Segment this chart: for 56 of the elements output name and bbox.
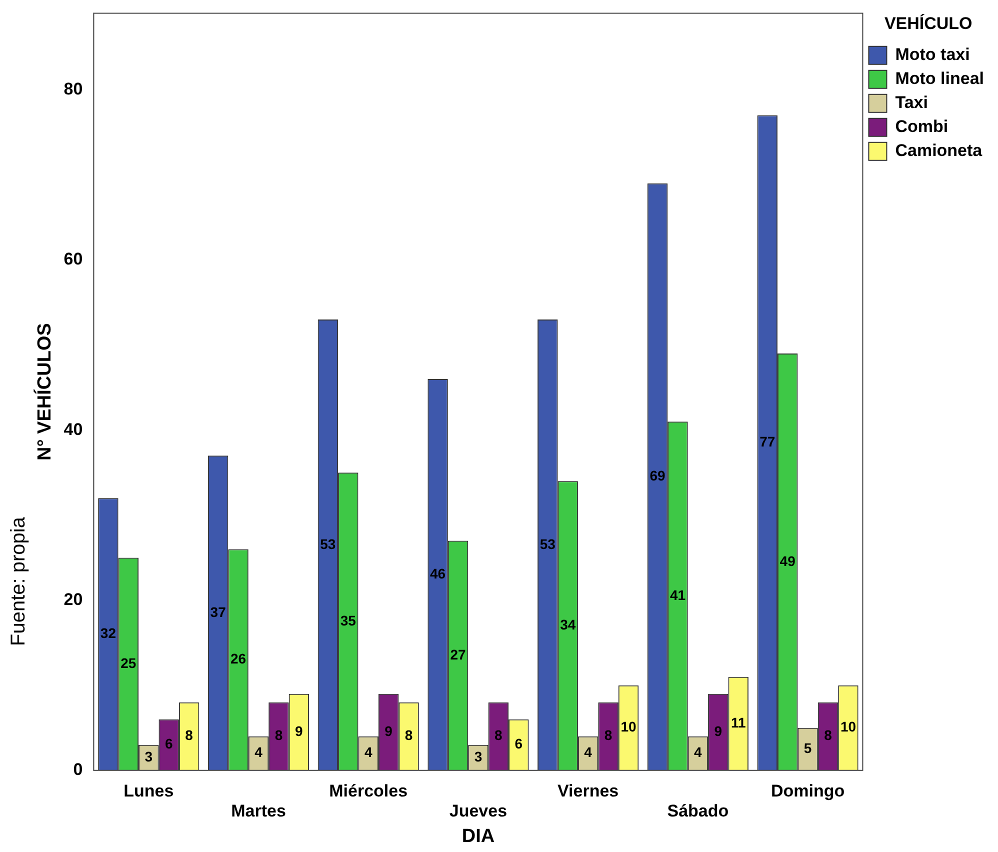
legend-label: Camioneta [895,141,983,160]
x-tick-label: Martes [231,802,286,821]
data-label: 4 [694,744,702,760]
data-label: 11 [730,714,746,730]
x-tick-label: Viernes [558,781,619,800]
legend-label: Combi [895,117,948,136]
data-label: 4 [364,744,372,760]
x-axis-title: DIA [462,826,495,847]
legend-title: VEHÍCULO [884,13,972,34]
data-label: 6 [514,736,523,752]
data-label: 8 [824,727,832,744]
data-label: 77 [760,434,776,450]
legend-label: Moto taxi [895,45,970,64]
y-tick-label: 0 [73,760,83,780]
data-label: 3 [474,748,482,764]
data-label: 8 [404,727,413,744]
data-label: 8 [274,727,283,744]
data-label: 46 [430,566,446,582]
data-label: 53 [540,536,556,552]
y-tick-label: 20 [64,590,83,609]
data-label: 69 [650,468,666,484]
data-label: 10 [620,718,636,735]
data-label: 37 [210,604,226,620]
data-label: 5 [804,740,812,756]
data-label: 34 [560,616,576,633]
data-label: 41 [670,586,686,603]
x-tick-label: Sábado [667,802,729,821]
legend-label: Taxi [895,93,928,112]
data-label: 49 [780,552,796,569]
y-tick-label: 80 [64,79,83,98]
data-label: 3 [144,748,153,764]
data-label: 9 [714,722,722,739]
y-tick-label: 40 [64,420,83,439]
data-label: 9 [384,722,393,739]
data-label: 4 [254,744,263,760]
x-tick-label: Lunes [124,781,174,800]
data-label: 10 [840,718,856,735]
data-label: 9 [295,722,304,739]
data-label: 8 [185,727,194,744]
legend-label: Moto lineal [895,69,984,88]
data-label: 8 [604,727,612,744]
data-label: 25 [120,654,136,671]
y-axis-title: N° VEHÍCULOS [34,323,56,461]
data-label: 27 [450,646,466,662]
data-label: 8 [494,727,503,744]
data-label: 6 [164,736,173,752]
y-tick-label: 60 [64,250,83,269]
x-tick-label: Domingo [770,781,845,800]
data-label: 32 [100,625,116,642]
source-note: Fuente: propia [8,516,30,646]
data-label: 26 [230,650,246,667]
data-label: 53 [320,536,336,552]
data-label: 4 [584,744,592,760]
x-tick-label: Jueves [449,802,508,821]
x-tick-label: Miércoles [329,781,408,800]
data-label: 35 [340,612,356,628]
